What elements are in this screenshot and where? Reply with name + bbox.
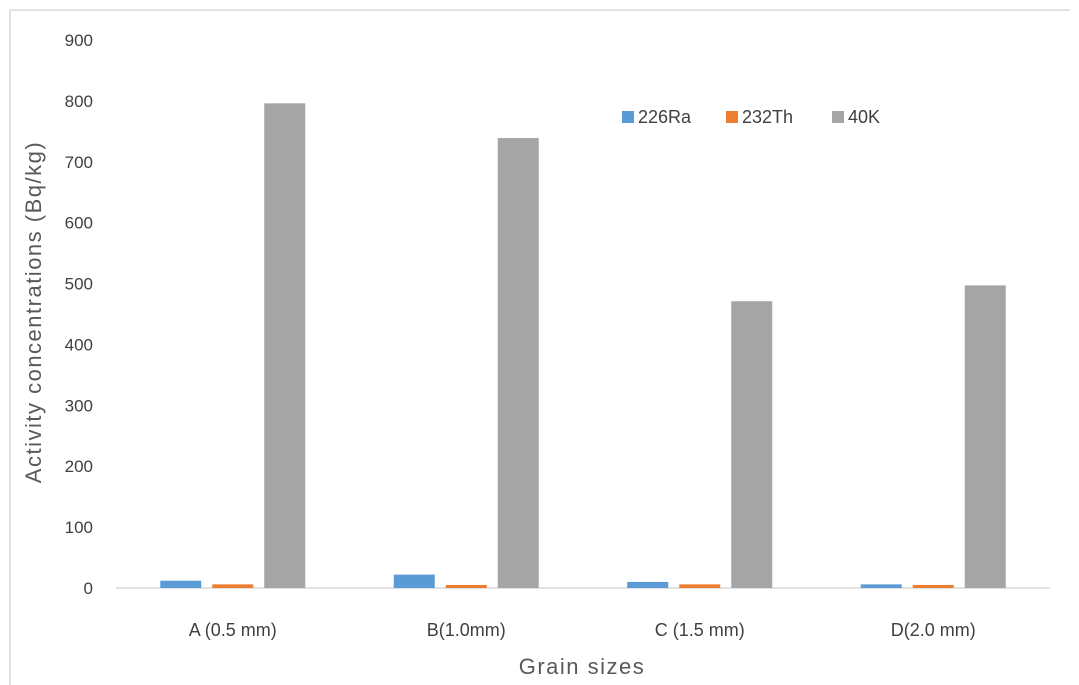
x-tick-label: C (1.5 mm) xyxy=(655,620,745,640)
x-axis-title: Grain sizes xyxy=(519,654,646,679)
bar-226Ra-2 xyxy=(627,581,669,588)
x-tick-label: D(2.0 mm) xyxy=(891,620,976,640)
y-tick-label: 800 xyxy=(65,92,93,111)
bar-232Th-0 xyxy=(212,584,254,588)
x-tick-label: A (0.5 mm) xyxy=(189,620,277,640)
legend-label-40K: 40K xyxy=(848,107,880,127)
bar-40K-1 xyxy=(497,138,539,588)
bar-226Ra-0 xyxy=(160,580,202,588)
y-tick-label: 300 xyxy=(65,396,93,415)
legend: 226Ra 232Th 40K xyxy=(622,107,880,127)
legend-label-226Ra: 226Ra xyxy=(638,107,692,127)
y-tick-label: 900 xyxy=(65,31,93,50)
y-axis-title: Activity concentrations (Bq/kg) xyxy=(21,141,46,483)
y-tick-label: 0 xyxy=(84,579,93,598)
y-tick-label: 400 xyxy=(65,335,93,354)
legend-swatch-232Th xyxy=(726,111,738,123)
y-tick-label: 200 xyxy=(65,457,93,476)
bar-232Th-1 xyxy=(445,584,487,588)
legend-label-232Th: 232Th xyxy=(742,107,793,127)
y-tick-label: 500 xyxy=(65,275,93,294)
bar-40K-2 xyxy=(731,301,773,588)
legend-swatch-226Ra xyxy=(622,111,634,123)
legend-swatch-40K xyxy=(832,111,844,123)
y-tick-label: 100 xyxy=(65,518,93,537)
bar-232Th-2 xyxy=(679,584,721,588)
y-tick-label: 700 xyxy=(65,153,93,172)
bar-40K-3 xyxy=(964,285,1006,588)
bar-226Ra-3 xyxy=(860,584,902,588)
bars-group xyxy=(160,103,1006,588)
x-tick-label: B(1.0mm) xyxy=(427,620,506,640)
y-axis-ticks: 0 100 200 300 400 500 600 700 800 900 xyxy=(65,31,93,598)
x-axis-labels: A (0.5 mm) B(1.0mm) C (1.5 mm) D(2.0 mm) xyxy=(189,620,976,640)
bar-40K-0 xyxy=(264,103,306,588)
bar-232Th-3 xyxy=(912,584,954,588)
y-tick-label: 600 xyxy=(65,214,93,233)
bar-226Ra-1 xyxy=(393,574,435,588)
